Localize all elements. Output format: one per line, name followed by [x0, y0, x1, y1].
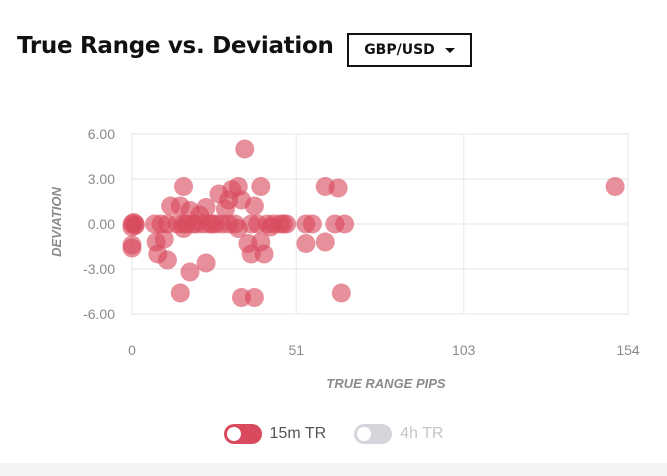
- legend-label-4h: 4h TR: [400, 425, 444, 442]
- data-point: [315, 232, 335, 252]
- data-point: [235, 139, 255, 159]
- data-point: [180, 262, 200, 282]
- y-tick-label: -3.00: [83, 261, 115, 277]
- data-point: [122, 238, 142, 258]
- data-point: [331, 283, 351, 303]
- x-tick-label: 103: [452, 342, 476, 358]
- legend-item-4h[interactable]: 4h TR: [354, 424, 443, 444]
- page-title: True Range vs. Deviation: [17, 33, 334, 59]
- toggle-knob: [357, 427, 372, 441]
- data-point: [196, 198, 216, 217]
- data-point: [605, 177, 625, 196]
- footer-band: [0, 463, 667, 476]
- caret-down-icon: [444, 47, 455, 53]
- legend-label-15m: 15m TR: [269, 425, 327, 442]
- tick-labels: 6.00 3.00 0.00 -3.00 -6.00 0 51 103 154: [83, 126, 640, 358]
- data-point: [254, 244, 274, 264]
- currency-pair-dropdown[interactable]: GBP/USD: [347, 33, 472, 67]
- data-point: [277, 214, 297, 234]
- y-tick-label: 3.00: [88, 171, 115, 187]
- data-point: [125, 216, 145, 235]
- grid: [131, 133, 629, 315]
- data-point: [154, 229, 174, 249]
- legend: 15m TR 4h TR: [0, 424, 667, 444]
- data-points: [122, 139, 625, 307]
- y-tick-label: 6.00: [88, 126, 115, 142]
- x-axis-title: TRUE RANGE PIPS: [326, 376, 446, 391]
- data-point: [244, 196, 264, 216]
- x-tick-label: 0: [128, 342, 136, 358]
- scatter-chart: 6.00 3.00 0.00 -3.00 -6.00 0 51 103 154 TRUE RAN…: [49, 126, 640, 391]
- currency-pair-label: GBP/USD: [364, 42, 435, 58]
- y-tick-label: -6.00: [83, 306, 115, 322]
- data-point: [174, 177, 194, 196]
- y-axis-title: DEVIATION: [49, 186, 64, 256]
- data-point: [196, 253, 216, 273]
- data-point: [335, 214, 355, 234]
- data-point: [302, 214, 322, 234]
- x-tick-label: 51: [288, 342, 304, 358]
- legend-item-15m[interactable]: 15m TR: [223, 424, 327, 444]
- data-point: [244, 288, 264, 307]
- data-point: [296, 234, 316, 253]
- data-point: [170, 283, 190, 303]
- toggle-knob: [226, 427, 241, 441]
- data-point: [157, 250, 177, 270]
- data-point: [251, 177, 271, 196]
- x-tick-label: 154: [616, 342, 640, 358]
- y-tick-label: 0.00: [88, 216, 115, 232]
- toggle-15m[interactable]: [223, 424, 262, 444]
- data-point: [328, 178, 348, 198]
- toggle-4h[interactable]: [354, 424, 393, 444]
